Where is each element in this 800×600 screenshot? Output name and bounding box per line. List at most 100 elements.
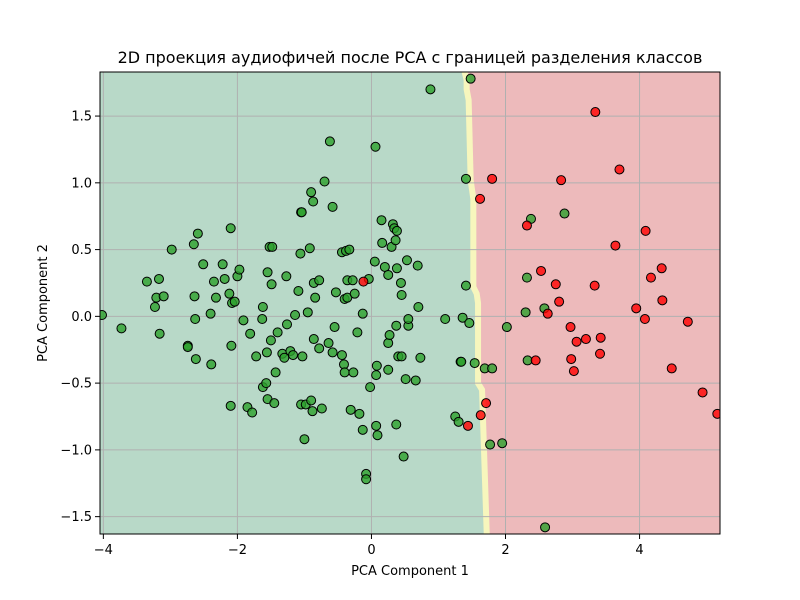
region-class-1 [464,72,720,534]
point-class-0 [357,308,368,319]
y-tick-label: −1.5 [60,510,92,525]
x-axis-label: PCA Component 1 [351,564,469,579]
point-class-0 [540,522,551,533]
point-class-0 [189,291,200,302]
point-class-0 [415,352,426,363]
point-class-0 [265,335,276,346]
x-tick-label: 0 [367,543,375,558]
point-class-0 [198,259,209,270]
x-tick-label: −4 [94,543,113,558]
point-class-0 [440,314,451,325]
point-class-0 [371,420,382,431]
point-class-1 [590,107,601,118]
point-class-0 [465,73,476,84]
point-class-0 [295,248,306,259]
point-class-0 [307,406,318,417]
point-class-0 [371,360,382,371]
point-class-0 [330,287,341,298]
point-class-0 [308,334,319,345]
point-class-0 [410,375,421,386]
point-class-0 [299,434,310,445]
x-tick-label: 2 [501,543,509,558]
point-class-0 [219,273,230,284]
point-class-0 [319,176,330,187]
point-class-1 [682,316,693,327]
point-class-0 [100,310,108,321]
y-axis-label: PCA Component 2 [36,244,51,362]
point-class-0 [376,215,387,226]
point-class-1 [657,295,668,306]
point-class-1 [580,334,591,345]
point-class-1 [595,348,606,359]
point-class-1 [475,410,486,421]
point-class-1 [550,279,561,290]
point-class-0 [314,343,325,354]
point-class-0 [190,354,201,365]
point-class-1 [566,354,577,365]
y-tick-label: −1.0 [60,443,92,458]
point-class-1 [358,276,369,287]
point-class-1 [614,164,625,175]
point-class-0 [347,275,358,286]
point-class-0 [257,314,268,325]
point-class-0 [154,328,165,339]
point-class-0 [464,318,475,329]
point-class-0 [383,338,394,349]
point-class-0 [352,327,363,338]
point-class-0 [238,315,249,326]
point-class-0 [262,267,273,278]
point-class-1 [462,420,473,431]
point-class-1 [475,193,486,204]
point-class-1 [656,263,667,274]
point-class-0 [395,277,406,288]
point-class-0 [348,367,359,378]
point-class-0 [370,141,381,152]
x-tick-label: 4 [635,543,643,558]
x-tick-label: −2 [228,543,247,558]
point-class-1 [481,398,492,409]
point-class-0 [261,378,272,389]
y-tick-label: −0.5 [60,377,92,392]
point-class-0 [460,280,471,291]
point-class-0 [396,351,407,362]
point-class-0 [344,244,355,255]
point-class-0 [354,408,365,419]
point-class-0 [282,319,293,330]
point-class-0 [384,330,395,341]
point-class-0 [208,276,219,287]
point-class-1 [610,240,621,251]
point-class-0 [288,350,299,361]
x-axis: −4 −2 0 2 4 [94,534,644,558]
point-class-0 [391,225,402,236]
point-class-0 [316,403,327,414]
point-class-0 [372,430,383,441]
point-class-1 [639,314,650,325]
point-class-1 [712,408,720,419]
point-class-0 [149,302,160,313]
point-class-0 [345,404,356,415]
point-class-0 [357,424,368,435]
point-class-0 [383,364,394,375]
point-class-0 [302,307,313,318]
point-class-1 [666,363,677,374]
point-class-0 [413,302,424,313]
y-tick-label: 0.0 [71,310,92,325]
point-class-0 [521,272,532,283]
point-class-0 [403,314,414,325]
point-class-0 [141,276,152,287]
point-class-0 [270,367,281,378]
point-class-0 [267,241,278,252]
point-class-0 [412,260,423,271]
point-class-0 [226,340,237,351]
point-class-0 [391,320,402,331]
point-class-0 [225,400,236,411]
point-class-0 [297,351,308,362]
point-class-0 [153,273,164,284]
point-class-0 [188,239,199,250]
point-class-0 [224,288,235,299]
point-class-0 [391,263,402,274]
point-class-0 [391,419,402,430]
point-class-0 [497,438,508,449]
point-class-1 [556,175,567,186]
